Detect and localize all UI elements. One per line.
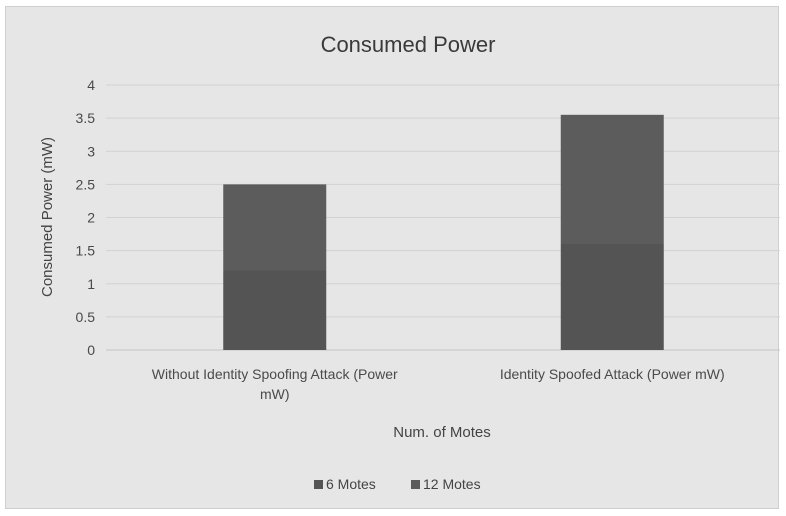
x-category-label: mW) bbox=[260, 386, 290, 402]
y-tick-label: 4 bbox=[87, 77, 95, 93]
legend-item: 12 Motes bbox=[423, 476, 481, 492]
legend-swatch bbox=[411, 480, 420, 489]
x-axis-categories: Without Identity Spoofing Attack (Power m… bbox=[152, 366, 725, 402]
bar-6-motes-2 bbox=[560, 244, 664, 350]
y-tick-label: 3 bbox=[87, 143, 95, 159]
y-tick-label: 1.5 bbox=[76, 243, 96, 259]
y-tick-label: 3.5 bbox=[76, 110, 96, 126]
legend-item: 6 Motes bbox=[326, 476, 376, 492]
bar-12-motes-1 bbox=[223, 184, 327, 271]
y-tick-label: 0.5 bbox=[76, 309, 96, 325]
x-axis-label: Num. of Motes bbox=[393, 424, 491, 441]
chart-area: Consumed Power 0 0.5 1 1.5 2 2.5 3 3.5 4 Consume… bbox=[5, 6, 780, 509]
bars bbox=[223, 114, 664, 350]
x-category-label: Identity Spoofed Attack (Power mW) bbox=[500, 366, 725, 382]
y-tick-label: 0 bbox=[87, 342, 95, 358]
legend: 6 Motes 12 Motes bbox=[314, 476, 481, 492]
gridlines bbox=[106, 84, 780, 351]
chart-title: Consumed Power bbox=[321, 32, 496, 57]
bar-6-motes-1 bbox=[223, 270, 327, 350]
x-category-label: Without Identity Spoofing Attack (Power bbox=[152, 366, 398, 382]
y-tick-label: 1 bbox=[87, 276, 95, 292]
legend-swatch bbox=[314, 480, 323, 489]
y-axis-ticks: 0 0.5 1 1.5 2 2.5 3 3.5 4 bbox=[76, 77, 96, 358]
y-axis-label: Consumed Power (mW) bbox=[39, 137, 56, 297]
bar-12-motes-2 bbox=[560, 114, 664, 244]
bar-chart: Consumed Power 0 0.5 1 1.5 2 2.5 3 3.5 4 Consume… bbox=[39, 32, 780, 492]
y-tick-label: 2 bbox=[87, 210, 95, 226]
y-tick-label: 2.5 bbox=[76, 176, 96, 192]
